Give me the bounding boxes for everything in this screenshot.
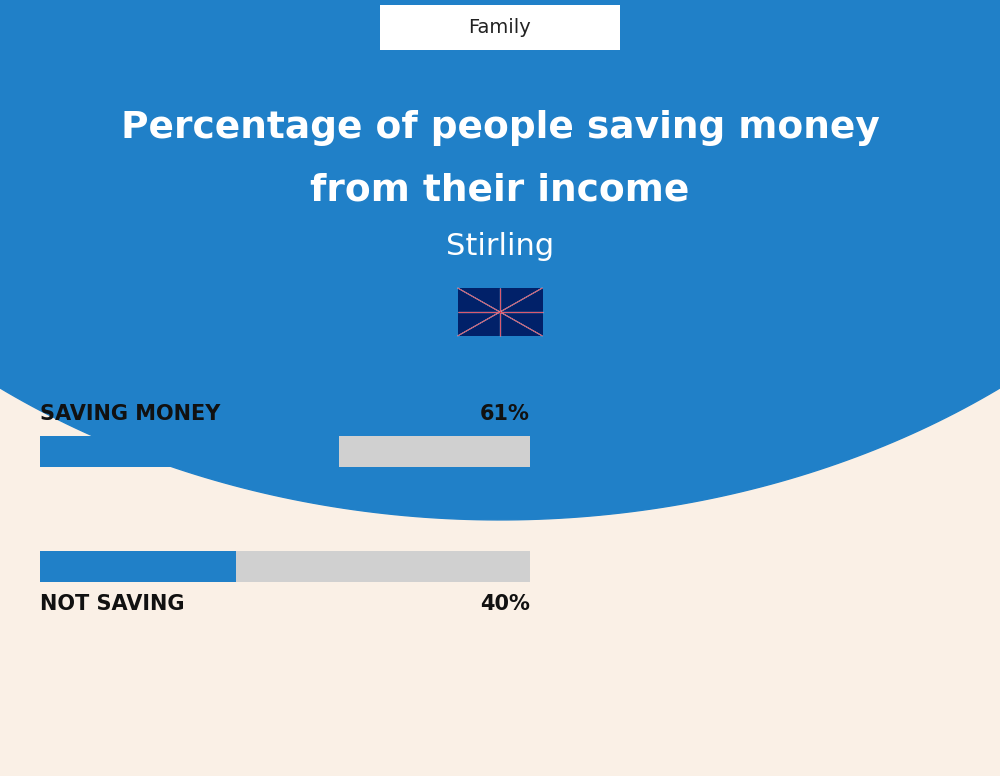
- Text: Percentage of people saving money: Percentage of people saving money: [121, 110, 879, 146]
- FancyBboxPatch shape: [380, 5, 620, 50]
- Polygon shape: [0, 0, 1000, 520]
- Text: Stirling: Stirling: [446, 232, 554, 262]
- Text: SAVING MONEY: SAVING MONEY: [40, 404, 220, 424]
- FancyBboxPatch shape: [40, 436, 339, 467]
- Text: 61%: 61%: [480, 404, 530, 424]
- FancyBboxPatch shape: [458, 288, 542, 336]
- Text: 40%: 40%: [480, 594, 530, 614]
- FancyBboxPatch shape: [40, 436, 530, 467]
- FancyBboxPatch shape: [40, 551, 530, 582]
- Text: Family: Family: [469, 19, 531, 37]
- Text: from their income: from their income: [310, 172, 690, 208]
- FancyBboxPatch shape: [40, 551, 236, 582]
- Text: NOT SAVING: NOT SAVING: [40, 594, 184, 614]
